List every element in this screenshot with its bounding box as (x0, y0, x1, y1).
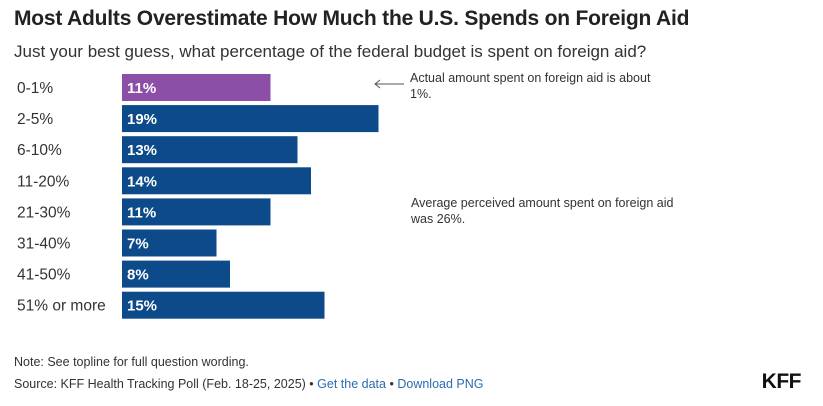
category-label: 6-10% (17, 142, 62, 159)
bar (122, 198, 271, 226)
chart-subtitle: Just your best guess, what percentage of… (14, 42, 647, 61)
bar-value-label: 14% (127, 173, 157, 190)
left-arrow-icon (372, 77, 406, 95)
bar (122, 260, 230, 288)
bar-value-label: 19% (127, 111, 157, 128)
chart-title: Most Adults Overestimate How Much the U.… (14, 7, 690, 30)
note-text: Note: See topline for full question word… (14, 355, 249, 369)
kff-logo: KFF (761, 370, 802, 393)
bar (122, 229, 217, 257)
download-png-link[interactable]: Download PNG (397, 377, 484, 391)
bar-value-label: 8% (127, 267, 149, 284)
bar (122, 74, 271, 101)
source-text: Source: KFF Health Tracking Poll (Feb. 1… (14, 377, 306, 391)
category-label: 41-50% (17, 267, 71, 284)
category-label: 21-30% (17, 204, 71, 221)
separator: • (309, 377, 314, 391)
category-label: 11-20% (17, 173, 69, 190)
category-label: 51% or more (17, 298, 106, 315)
category-label: 2-5% (17, 111, 53, 128)
bar (122, 105, 379, 133)
bar-value-label: 13% (127, 142, 157, 159)
actual-amount-annotation: Actual amount spent on foreign aid is ab… (410, 71, 651, 101)
bar (122, 291, 325, 319)
bar-value-label: 15% (127, 298, 157, 315)
bar (122, 167, 311, 195)
bar-value-label: 7% (127, 236, 149, 253)
category-label: 0-1% (17, 80, 53, 97)
average-perceived-annotation: Average perceived amount spent on foreig… (411, 196, 674, 226)
bar-value-label: 11% (127, 204, 156, 221)
bar-value-label: 11% (127, 80, 156, 97)
category-label: 31-40% (17, 236, 71, 253)
separator: • (389, 377, 394, 391)
get-data-link[interactable]: Get the data (317, 377, 386, 391)
bar (122, 136, 298, 164)
source-line: Source: KFF Health Tracking Poll (Feb. 1… (14, 377, 484, 391)
